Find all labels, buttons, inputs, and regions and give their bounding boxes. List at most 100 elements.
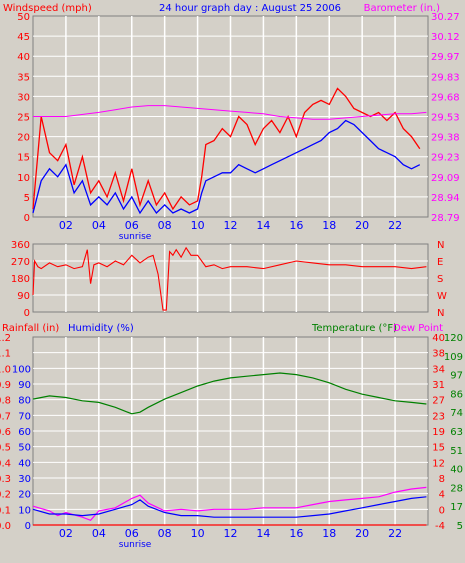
barometer-tick-label: 29.97 bbox=[431, 52, 460, 63]
compass-tick-label: W bbox=[437, 291, 447, 302]
celsius-tick-label: -4 bbox=[435, 521, 445, 532]
windspeed-axis-title: Windspeed (mph) bbox=[3, 3, 92, 14]
windspeed-tick-label: 0 bbox=[24, 213, 30, 224]
rainfall-tick-label: 1.0 bbox=[0, 364, 11, 375]
humidity-series-line bbox=[32, 496, 427, 518]
rainfall-tick-label: 0.2 bbox=[0, 490, 11, 501]
temp-panel-hour-tick: 16 bbox=[289, 527, 303, 540]
windspeed-tick-label: 10 bbox=[17, 173, 30, 184]
celsius-tick-label: 12 bbox=[432, 458, 445, 469]
rainfall-tick-label: 0.0 bbox=[0, 521, 11, 532]
barometer-tick-label: 29.09 bbox=[431, 173, 460, 184]
fahrenheit-tick-label: 109 bbox=[444, 352, 463, 363]
direction-degree-tick: 270 bbox=[11, 257, 30, 268]
windavg-series-line bbox=[32, 119, 421, 215]
wind-barometer-panel: 0 5 10 15 20 25 30 35 40 45 50 28.79 28.94 29.09 29.23… bbox=[17, 12, 459, 242]
rainfall-tick-label: 1.2 bbox=[0, 333, 11, 344]
celsius-tick-label: 15 bbox=[432, 443, 445, 454]
temp-panel-hour-tick: 14 bbox=[256, 527, 270, 540]
rainfall-tick-label: 0.3 bbox=[0, 474, 11, 485]
rainfall-tick-label: 0.4 bbox=[0, 458, 11, 469]
compass-tick-label: N bbox=[437, 240, 444, 251]
barometer-axis-title: Barometer (in.) bbox=[364, 3, 440, 14]
temp-panel-hour-tick: 22 bbox=[388, 527, 402, 540]
temp-panel-hour-tick: 08 bbox=[158, 527, 172, 540]
celsius-tick-label: 8 bbox=[439, 474, 445, 485]
windspeed-tick-label: 20 bbox=[17, 133, 30, 144]
windspeed-tick-label: 30 bbox=[17, 92, 30, 103]
barometer-tick-label: 29.53 bbox=[431, 113, 460, 124]
direction-series-line bbox=[32, 246, 427, 311]
dewpoint-axis-title: Dew Point bbox=[393, 323, 443, 334]
fahrenheit-tick-label: 5 bbox=[457, 521, 463, 532]
fahrenheit-tick-label: 51 bbox=[450, 446, 463, 457]
humidity-tick-label: 50 bbox=[18, 443, 31, 454]
windspeed-tick-label: 35 bbox=[17, 72, 30, 83]
rainfall-tick-label: 0.7 bbox=[0, 411, 11, 422]
rainfall-tick-label: 1.1 bbox=[0, 349, 11, 360]
wind-panel-hour-tick: 04 bbox=[92, 219, 106, 232]
wind-panel-hour-tick: 20 bbox=[355, 219, 369, 232]
rainfall-tick-label: 0.5 bbox=[0, 443, 11, 454]
rainfall-tick-label: 0.1 bbox=[0, 505, 11, 516]
barometer-tick-label: 28.79 bbox=[431, 213, 460, 224]
celsius-tick-label: 23 bbox=[432, 411, 445, 422]
fahrenheit-tick-label: 97 bbox=[450, 371, 463, 382]
temperature-humidity-panel: 0.0 0.1 0.2 0.3 0.4 0.5 0.6 0.7 0.8 0.9 1.0 1.1 1.2 -… bbox=[0, 333, 463, 550]
dewpoint-series-line bbox=[32, 486, 427, 522]
rainfall-axis-title: Rainfall (in) bbox=[2, 323, 59, 334]
chart-title: 24 hour graph day : August 25 2006 bbox=[159, 3, 341, 14]
wind-panel-hour-tick: 06 bbox=[125, 219, 139, 232]
humidity-tick-label: 0 bbox=[25, 521, 31, 532]
fahrenheit-tick-label: 17 bbox=[450, 502, 463, 513]
humidity-tick-label: 10 bbox=[18, 505, 31, 516]
celsius-tick-label: 31 bbox=[432, 380, 445, 391]
fahrenheit-tick-label: 63 bbox=[450, 427, 463, 438]
wind-panel-hour-tick: 10 bbox=[191, 219, 205, 232]
temp-panel-hour-tick: 18 bbox=[322, 527, 336, 540]
humidity-tick-label: 70 bbox=[18, 411, 31, 422]
wind-panel-hour-tick: 08 bbox=[158, 219, 172, 232]
barometer-tick-label: 30.12 bbox=[431, 32, 460, 43]
fahrenheit-tick-label: 40 bbox=[450, 465, 463, 476]
barometer-tick-label: 29.83 bbox=[431, 72, 460, 83]
temp-panel-hour-tick: 06 bbox=[125, 527, 139, 540]
wind-panel-hour-tick: 18 bbox=[322, 219, 336, 232]
rainfall-tick-label: 0.6 bbox=[0, 427, 11, 438]
compass-tick-label: S bbox=[437, 274, 443, 285]
celsius-tick-label: 27 bbox=[432, 396, 445, 407]
barometer-tick-label: 29.68 bbox=[431, 92, 460, 103]
temperature-series-line bbox=[32, 372, 427, 415]
temperature-axis-title: Temperature (°F) bbox=[311, 323, 397, 334]
celsius-tick-label: 40 bbox=[432, 333, 445, 344]
windspeed-tick-label: 5 bbox=[24, 193, 30, 204]
celsius-tick-label: 34 bbox=[432, 364, 445, 375]
celsius-tick-label: 19 bbox=[432, 427, 445, 438]
humidity-tick-label: 90 bbox=[18, 380, 31, 391]
fahrenheit-tick-label: 74 bbox=[450, 408, 463, 419]
humidity-tick-label: 80 bbox=[18, 396, 31, 407]
temp-panel-hour-tick: 12 bbox=[224, 527, 238, 540]
wind-panel-sunrise-label: sunrise bbox=[119, 232, 152, 242]
temp-panel-hour-tick: 02 bbox=[59, 527, 73, 540]
direction-degree-tick: 90 bbox=[17, 291, 30, 302]
celsius-tick-label: 0 bbox=[439, 505, 445, 516]
celsius-tick-label: 38 bbox=[432, 349, 445, 360]
barometer-tick-label: 28.94 bbox=[431, 193, 460, 204]
barometer-tick-label: 29.38 bbox=[431, 133, 460, 144]
windspeed-tick-label: 15 bbox=[17, 153, 30, 164]
fahrenheit-tick-label: 120 bbox=[444, 333, 463, 344]
wind-panel-hour-tick: 12 bbox=[224, 219, 238, 232]
wind-panel-hour-tick: 16 bbox=[289, 219, 303, 232]
humidity-tick-label: 60 bbox=[18, 427, 31, 438]
wind-panel-hour-tick: 22 bbox=[388, 219, 402, 232]
wind-panel-hour-tick: 02 bbox=[59, 219, 73, 232]
humidity-axis-title: Humidity (%) bbox=[68, 323, 134, 334]
rainfall-tick-label: 0.9 bbox=[0, 380, 11, 391]
rainfall-tick-label: 0.8 bbox=[0, 396, 11, 407]
windspeed-tick-label: 50 bbox=[17, 12, 30, 23]
windspeed-tick-label: 45 bbox=[17, 32, 30, 43]
barometer-series-line bbox=[33, 105, 427, 120]
humidity-tick-label: 30 bbox=[18, 474, 31, 485]
